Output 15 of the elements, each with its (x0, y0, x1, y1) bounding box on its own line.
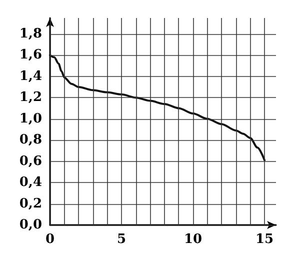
y-tick-label: 0,2 (19, 196, 42, 212)
x-tick-label: 5 (116, 232, 126, 247)
y-tick-label: 1,6 (19, 48, 42, 63)
y-tick-label: 0,8 (19, 132, 42, 148)
y-tick-label: 0,4 (19, 175, 42, 190)
y-tick-label: 1,0 (19, 111, 42, 126)
x-tick-label: 10 (184, 232, 202, 247)
y-tick-label: 1,2 (19, 90, 42, 106)
y-tick-label: 0,0 (19, 218, 42, 232)
x-tick-label: 0 (45, 232, 55, 247)
y-tick-label: 1,4 (19, 68, 42, 84)
line-series (49, 54, 266, 162)
y-tick-label: 1,8 (19, 26, 42, 42)
y-tick-label: 0,6 (19, 154, 42, 169)
x-tick-label: 15 (256, 232, 274, 247)
